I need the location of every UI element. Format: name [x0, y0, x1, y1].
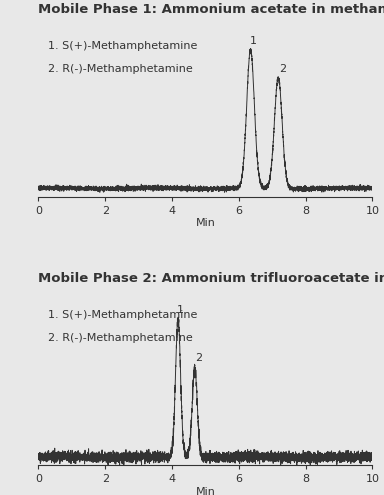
X-axis label: Min: Min: [195, 487, 215, 495]
Text: Mobile Phase 2: Ammonium trifluoroacetate in methanol:water: Mobile Phase 2: Ammonium trifluoroacetat…: [38, 272, 384, 285]
X-axis label: Min: Min: [195, 218, 215, 228]
Text: 1. S(+)-Methamphetamine: 1. S(+)-Methamphetamine: [48, 41, 198, 51]
Text: 1: 1: [177, 305, 184, 315]
Text: 2: 2: [280, 64, 286, 74]
Text: 1: 1: [250, 36, 257, 46]
Text: 1. S(+)-Methamphetamine: 1. S(+)-Methamphetamine: [48, 310, 198, 320]
Text: 2: 2: [195, 353, 202, 363]
Text: 2. R(-)-Methamphetamine: 2. R(-)-Methamphetamine: [48, 64, 193, 74]
Text: Mobile Phase 1: Ammonium acetate in methanol:water: Mobile Phase 1: Ammonium acetate in meth…: [38, 3, 384, 16]
Text: 2. R(-)-Methamphetamine: 2. R(-)-Methamphetamine: [48, 333, 193, 343]
